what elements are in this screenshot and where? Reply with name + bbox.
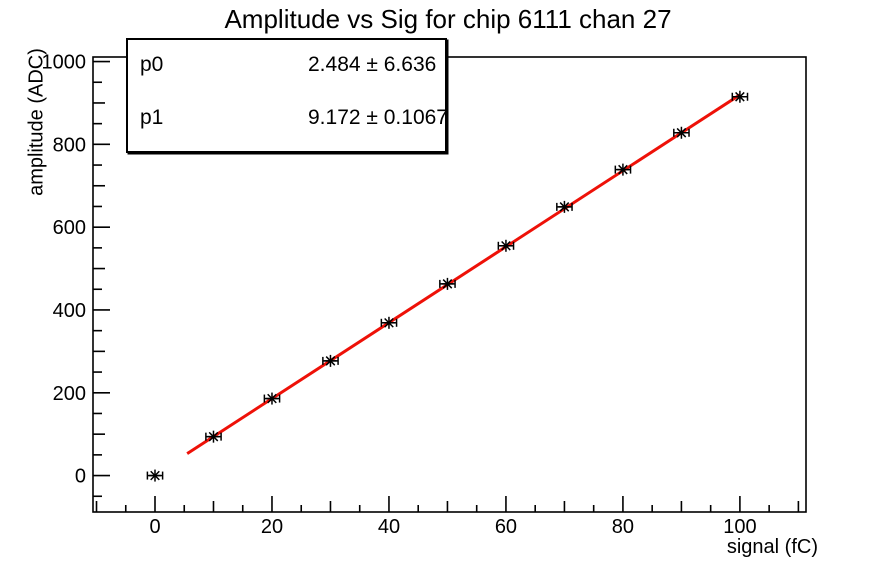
- x-axis-title: signal (fC): [726, 536, 818, 558]
- svg-text:20: 20: [261, 516, 283, 538]
- svg-text:80: 80: [612, 516, 634, 538]
- stat-label-p1: p1: [140, 106, 164, 129]
- svg-text:600: 600: [53, 217, 86, 239]
- stat-label-p0: p0: [140, 53, 164, 76]
- svg-text:200: 200: [53, 383, 86, 405]
- fit-stats-box: p0 2.484 ± 6.636 p1 9.172 ± 0.1067: [126, 38, 448, 153]
- y-axis-title: amplitude (ADC): [25, 48, 48, 196]
- stat-value-p1: 9.172 ± 0.1067: [308, 106, 448, 129]
- stat-row-p1: p1 9.172 ± 0.1067: [140, 105, 448, 131]
- stat-value-p0: 2.484 ± 6.636: [308, 53, 437, 76]
- svg-text:0: 0: [149, 516, 160, 538]
- chart-title: Amplitude vs Sig for chip 6111 chan 27: [224, 4, 672, 34]
- stat-row-p0: p0 2.484 ± 6.636: [140, 52, 437, 78]
- svg-text:1000: 1000: [42, 52, 87, 74]
- svg-text:40: 40: [378, 516, 400, 538]
- svg-text:800: 800: [53, 134, 86, 156]
- svg-text:0: 0: [75, 466, 86, 488]
- svg-text:400: 400: [53, 300, 86, 322]
- svg-text:100: 100: [723, 516, 756, 538]
- svg-text:60: 60: [495, 516, 517, 538]
